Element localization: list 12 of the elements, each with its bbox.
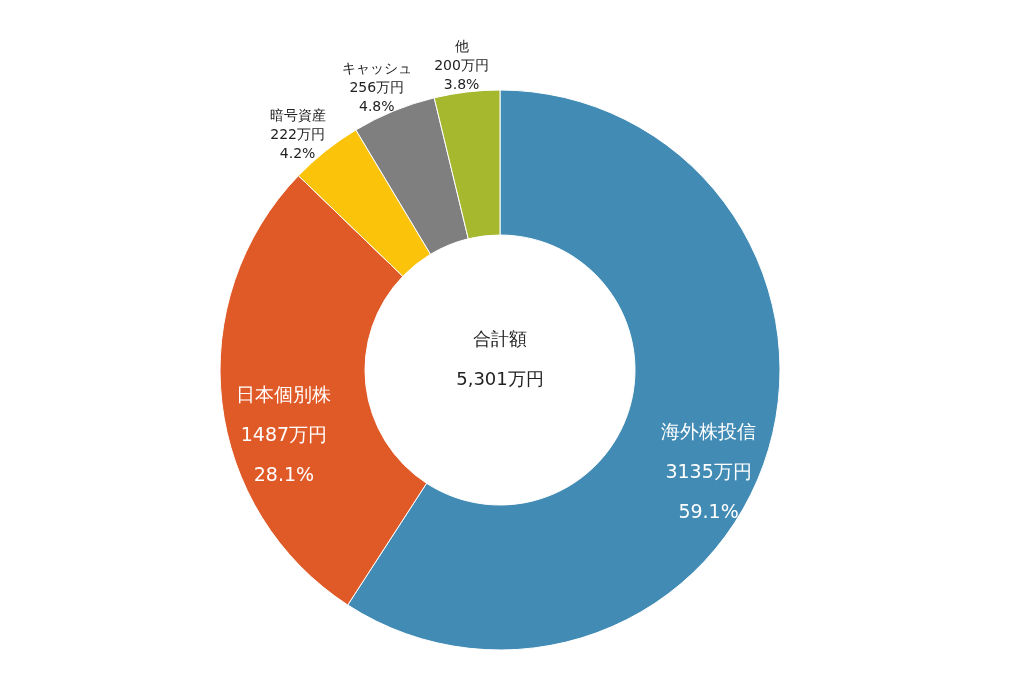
data-label: 256万円 4.8% xyxy=(349,79,405,115)
data-label: 222万円 4.2% xyxy=(270,125,325,161)
text: 5,301万円 xyxy=(456,368,544,389)
slice-label: キャッシュ xyxy=(341,60,412,77)
slice-label: 他 xyxy=(454,38,469,55)
slice-label: 日本個別株 xyxy=(236,382,332,405)
slice-label: 海外株投信 xyxy=(661,419,757,442)
data-label: 1487万円 28.1% xyxy=(240,422,328,485)
text: 合計額 xyxy=(473,328,527,349)
slice-label: 暗号資産 xyxy=(269,106,326,123)
data-label: 3135万円 59.1% xyxy=(665,459,752,522)
data-label: 200万円 3.8% xyxy=(434,57,489,93)
